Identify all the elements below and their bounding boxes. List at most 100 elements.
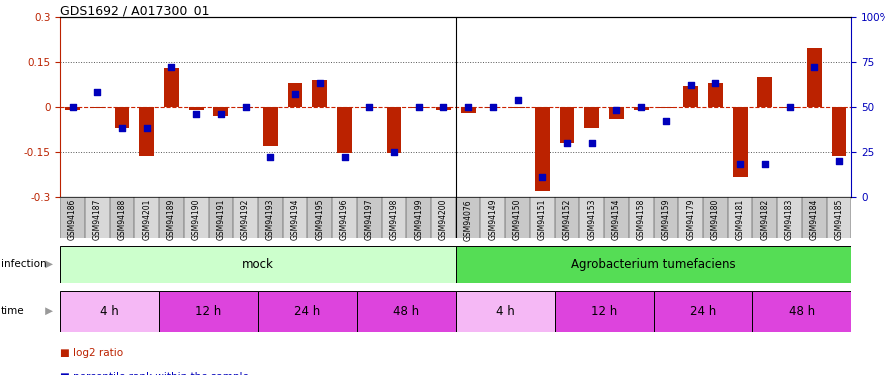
Bar — [629, 197, 653, 238]
Text: GSM94180: GSM94180 — [711, 199, 720, 240]
Bar — [752, 291, 851, 332]
Text: GSM94154: GSM94154 — [612, 199, 621, 240]
Point — [461, 104, 475, 110]
Bar — [263, 107, 278, 146]
Point — [412, 104, 426, 110]
Bar — [832, 107, 846, 156]
Bar — [802, 197, 827, 238]
Bar — [653, 197, 678, 238]
Bar — [456, 246, 851, 283]
Point — [189, 111, 204, 117]
Bar — [139, 107, 154, 156]
Text: mock: mock — [242, 258, 274, 271]
Text: GSM94184: GSM94184 — [810, 199, 819, 240]
Point — [782, 104, 796, 110]
Bar — [362, 107, 377, 108]
Bar — [357, 291, 456, 332]
Point — [486, 104, 500, 110]
Text: GSM94195: GSM94195 — [315, 199, 324, 240]
Text: 24 h: 24 h — [690, 305, 716, 318]
Bar — [60, 291, 159, 332]
Bar — [559, 107, 574, 143]
Bar — [164, 68, 179, 107]
Point — [610, 108, 624, 114]
Bar — [505, 197, 530, 238]
Bar — [238, 107, 253, 108]
Bar — [184, 197, 209, 238]
Text: 24 h: 24 h — [295, 305, 320, 318]
Point — [115, 126, 129, 132]
Text: GSM94191: GSM94191 — [217, 199, 226, 240]
Text: 12 h: 12 h — [196, 305, 221, 318]
Text: GSM94152: GSM94152 — [563, 199, 572, 240]
Bar — [288, 83, 303, 107]
Point — [90, 90, 104, 96]
Point — [585, 140, 599, 146]
Bar — [159, 291, 258, 332]
Text: GSM94188: GSM94188 — [118, 199, 127, 240]
Bar — [555, 197, 580, 238]
Bar — [337, 107, 352, 153]
Point — [214, 111, 228, 117]
Bar — [758, 77, 773, 107]
Text: GSM94183: GSM94183 — [785, 199, 794, 240]
Text: GSM94201: GSM94201 — [142, 199, 151, 240]
Point — [337, 154, 351, 160]
Bar — [431, 197, 456, 238]
Bar — [486, 107, 500, 108]
Bar — [60, 246, 456, 283]
Bar — [604, 197, 629, 238]
Text: 48 h: 48 h — [789, 305, 815, 318]
Text: GSM94158: GSM94158 — [636, 199, 646, 240]
Text: GSM94199: GSM94199 — [414, 199, 423, 240]
Point — [165, 64, 179, 70]
Point — [288, 91, 302, 97]
Bar — [282, 197, 307, 238]
Point — [65, 104, 80, 110]
Point — [807, 64, 821, 70]
Bar — [708, 83, 723, 107]
Bar — [456, 197, 481, 238]
Text: GSM94200: GSM94200 — [439, 199, 448, 240]
Bar — [60, 197, 85, 238]
Bar — [412, 107, 426, 108]
Text: GSM94153: GSM94153 — [588, 199, 596, 240]
Bar — [461, 107, 475, 113]
Point — [140, 126, 154, 132]
Text: ■ log2 ratio: ■ log2 ratio — [60, 348, 123, 357]
Bar — [90, 107, 104, 108]
Bar — [110, 197, 135, 238]
Point — [832, 158, 846, 164]
Text: GSM94187: GSM94187 — [93, 199, 102, 240]
Text: time: time — [1, 306, 25, 316]
Text: GSM94150: GSM94150 — [513, 199, 522, 240]
Text: 48 h: 48 h — [393, 305, 419, 318]
Point — [560, 140, 574, 146]
Bar — [727, 197, 752, 238]
Text: infection: infection — [1, 260, 47, 269]
Bar — [85, 197, 110, 238]
Bar — [357, 197, 381, 238]
Bar — [159, 197, 184, 238]
Bar — [114, 107, 129, 128]
Bar — [312, 80, 327, 107]
Bar — [213, 107, 228, 116]
Bar — [678, 197, 703, 238]
Bar — [387, 107, 402, 153]
Text: GSM94192: GSM94192 — [241, 199, 250, 240]
Bar — [381, 197, 406, 238]
Text: 4 h: 4 h — [100, 305, 119, 318]
Bar — [535, 107, 550, 191]
Bar — [827, 197, 851, 238]
Bar — [584, 107, 599, 128]
Bar — [703, 197, 727, 238]
Point — [683, 82, 697, 88]
Text: GSM94159: GSM94159 — [661, 199, 671, 240]
Bar — [481, 197, 505, 238]
Text: ■ percentile rank within the sample: ■ percentile rank within the sample — [60, 372, 249, 375]
Point — [362, 104, 376, 110]
Bar — [307, 197, 332, 238]
Point — [239, 104, 253, 110]
Text: GSM94181: GSM94181 — [735, 199, 744, 240]
Text: Agrobacterium tumefaciens: Agrobacterium tumefaciens — [571, 258, 736, 271]
